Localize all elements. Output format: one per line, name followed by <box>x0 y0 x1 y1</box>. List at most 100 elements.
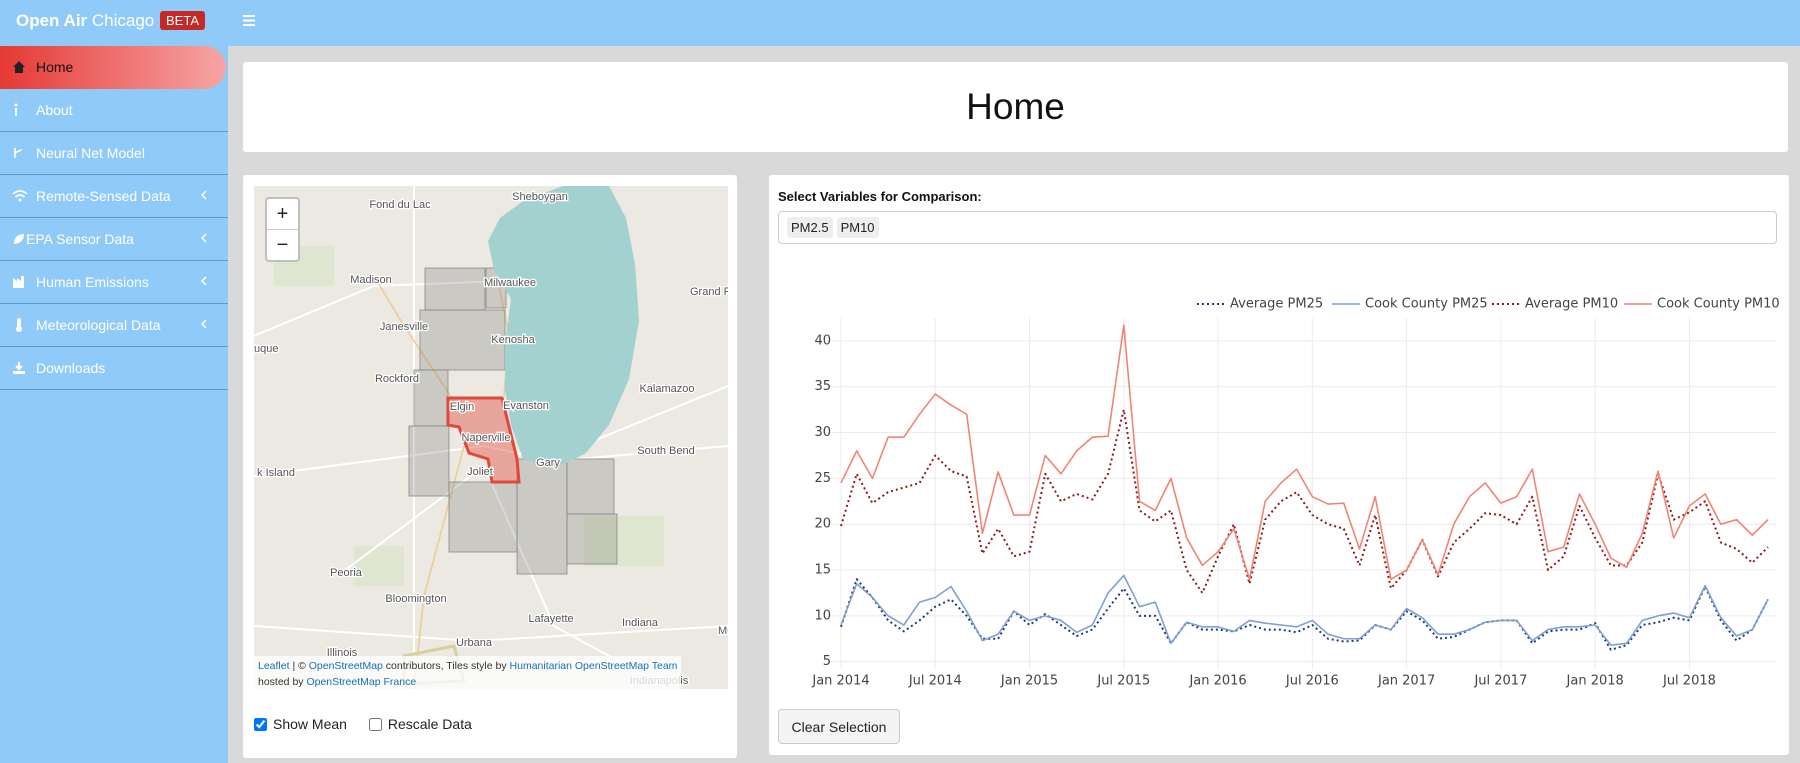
attribution-line: Leaflet | © OpenStreetMap contributors, … <box>258 658 677 674</box>
brand-bold[interactable]: Open Air <box>16 11 88 30</box>
map-label: Janesville <box>380 321 428 333</box>
nav-item[interactable]: Downloads <box>0 347 228 390</box>
chart: 5 10 15 20 25 30 35 40 Jan 2014 Jul 2014 Jan 2015 J… <box>811 297 1780 689</box>
x-tick-label: Jul 2015 <box>1096 674 1150 689</box>
map-card: Sheboygan Fond du Lac Madison Milwaukee Gran… <box>243 175 737 758</box>
link[interactable]: OpenStreetMap <box>308 660 383 672</box>
y-tick-label: 40 <box>814 333 831 348</box>
map-label: Bloomington <box>385 593 446 605</box>
series-line <box>840 578 1769 651</box>
link[interactable]: Leaflet <box>258 660 290 672</box>
chart-card: 5 10 15 20 25 30 35 40 Jan 2014 Jul 2014 Jan 2015 J… <box>769 175 1789 755</box>
options: Show Mean Rescale Data <box>254 716 490 732</box>
nav-label[interactable]: EPA Sensor Data <box>26 231 134 247</box>
nav-label[interactable]: Downloads <box>36 360 106 376</box>
x-tick-label: Jan 2015 <box>1000 674 1058 689</box>
map[interactable]: Sheboygan Fond du Lac Madison Milwaukee Gran… <box>254 186 728 689</box>
map-canvas[interactable]: Sheboygan Fond du Lac Madison Milwaukee Gran… <box>254 186 728 689</box>
y-tick-label: 10 <box>814 608 831 623</box>
show-mean[interactable]: Show Mean <box>254 716 347 732</box>
map-label: South Bend <box>637 445 695 457</box>
map-label: uque <box>254 343 278 355</box>
title-card: Home <box>243 62 1788 152</box>
series-line <box>840 574 1769 646</box>
x-tick-label: Jan 2014 <box>811 674 869 689</box>
map-label: Rockford <box>375 373 419 385</box>
nav-item[interactable]: EPA Sensor Data <box>0 218 228 261</box>
page-title: Home <box>966 86 1065 127</box>
map-label: Milwaukee <box>484 277 536 289</box>
series-line <box>840 408 1769 594</box>
text: hosted by <box>258 676 307 688</box>
x-tick-label: Jul 2018 <box>1662 674 1716 689</box>
checkbox[interactable] <box>254 718 267 731</box>
brand-light[interactable]: Chicago <box>91 11 155 30</box>
map-label: Joliet <box>467 466 493 478</box>
map-label: Urbana <box>456 637 493 649</box>
top-bar: Open Air Chicago BETA <box>0 0 1800 46</box>
y-tick-label: 15 <box>814 563 831 578</box>
map-label: Naperville <box>462 432 511 444</box>
x-tick-label: Jul 2014 <box>908 674 962 689</box>
nav-label[interactable]: Human Emissions <box>36 274 149 290</box>
map-label: Madison <box>350 274 392 286</box>
checkbox[interactable] <box>368 718 382 731</box>
x-tick-label: Jul 2016 <box>1285 674 1339 689</box>
zoom-out[interactable]: − <box>267 229 298 260</box>
rescale[interactable]: Rescale Data <box>368 716 472 732</box>
nav-label[interactable]: Meteorological Data <box>36 317 161 333</box>
variable-select[interactable]: PM2.5 PM10 <box>778 211 1777 244</box>
map-label: Lafayette <box>528 613 573 625</box>
select-label: Select Variables for Comparison: <box>778 189 982 204</box>
y-tick-label: 20 <box>814 517 831 532</box>
text: | © <box>289 660 309 672</box>
map-label: Mu <box>718 625 728 637</box>
menu-toggle[interactable] <box>243 14 257 28</box>
nav-item[interactable]: Remote-Sensed Data <box>0 175 228 218</box>
nav-label[interactable]: Remote-Sensed Data <box>36 188 171 204</box>
y-tick-label: 5 <box>823 654 831 669</box>
series-line <box>840 324 1769 580</box>
zoom-in[interactable]: + <box>276 203 289 225</box>
map-label: Kalamazoo <box>639 383 694 395</box>
zoom-control: + − <box>265 197 300 262</box>
map-label: Indiana <box>622 617 659 629</box>
map-label: Grand R <box>690 286 728 298</box>
nav-item[interactable]: Neural Net Model <box>0 132 228 175</box>
y-tick-label: 35 <box>814 379 831 394</box>
nav-item[interactable]: Meteorological Data <box>0 304 228 347</box>
nav-label[interactable]: Home <box>36 59 74 75</box>
map-label: Gary <box>536 457 560 469</box>
chip[interactable]: PM2.5 <box>787 217 833 238</box>
sidebar: Home About Neural Net Model Remote-Sense… <box>0 46 228 763</box>
map-label: Evanston <box>503 400 549 412</box>
nav-item[interactable]: Human Emissions <box>0 261 228 304</box>
chip[interactable]: PM10 <box>836 217 879 238</box>
map-label: Elgin <box>450 401 474 413</box>
map-label: k Island <box>257 467 295 479</box>
legend-label: Cook County PM25 <box>1365 297 1488 312</box>
x-tick-label: Jan 2016 <box>1188 674 1246 689</box>
map-label: Sheboygan <box>512 191 568 203</box>
x-tick-label: Jan 2017 <box>1377 674 1435 689</box>
nav-item[interactable]: About <box>0 89 228 132</box>
checkbox-label[interactable]: Show Mean <box>273 716 347 732</box>
map-label: Kenosha <box>491 334 535 346</box>
legend-label: Average PM25 <box>1230 297 1323 312</box>
map-label: Fond du Lac <box>369 199 431 211</box>
nav-item[interactable]: Home <box>0 46 226 89</box>
y-tick-label: 25 <box>814 471 831 486</box>
checkbox-label[interactable]: Rescale Data <box>387 716 472 732</box>
beta-badge: BETA <box>160 11 205 30</box>
nav-label[interactable]: Neural Net Model <box>36 145 145 161</box>
nav-label[interactable]: About <box>36 102 73 118</box>
clear-button[interactable]: Clear Selection <box>778 709 900 744</box>
legend-label: Average PM10 <box>1525 297 1618 312</box>
brand[interactable]: Open Air Chicago <box>16 11 154 31</box>
attribution-line: hosted by OpenStreetMap France <box>258 674 677 689</box>
link[interactable]: OpenStreetMap France <box>306 676 417 688</box>
x-tick-label: Jul 2017 <box>1473 674 1527 689</box>
link[interactable]: Humanitarian OpenStreetMap Team <box>509 660 678 672</box>
legend-label: Cook County PM10 <box>1657 297 1780 312</box>
